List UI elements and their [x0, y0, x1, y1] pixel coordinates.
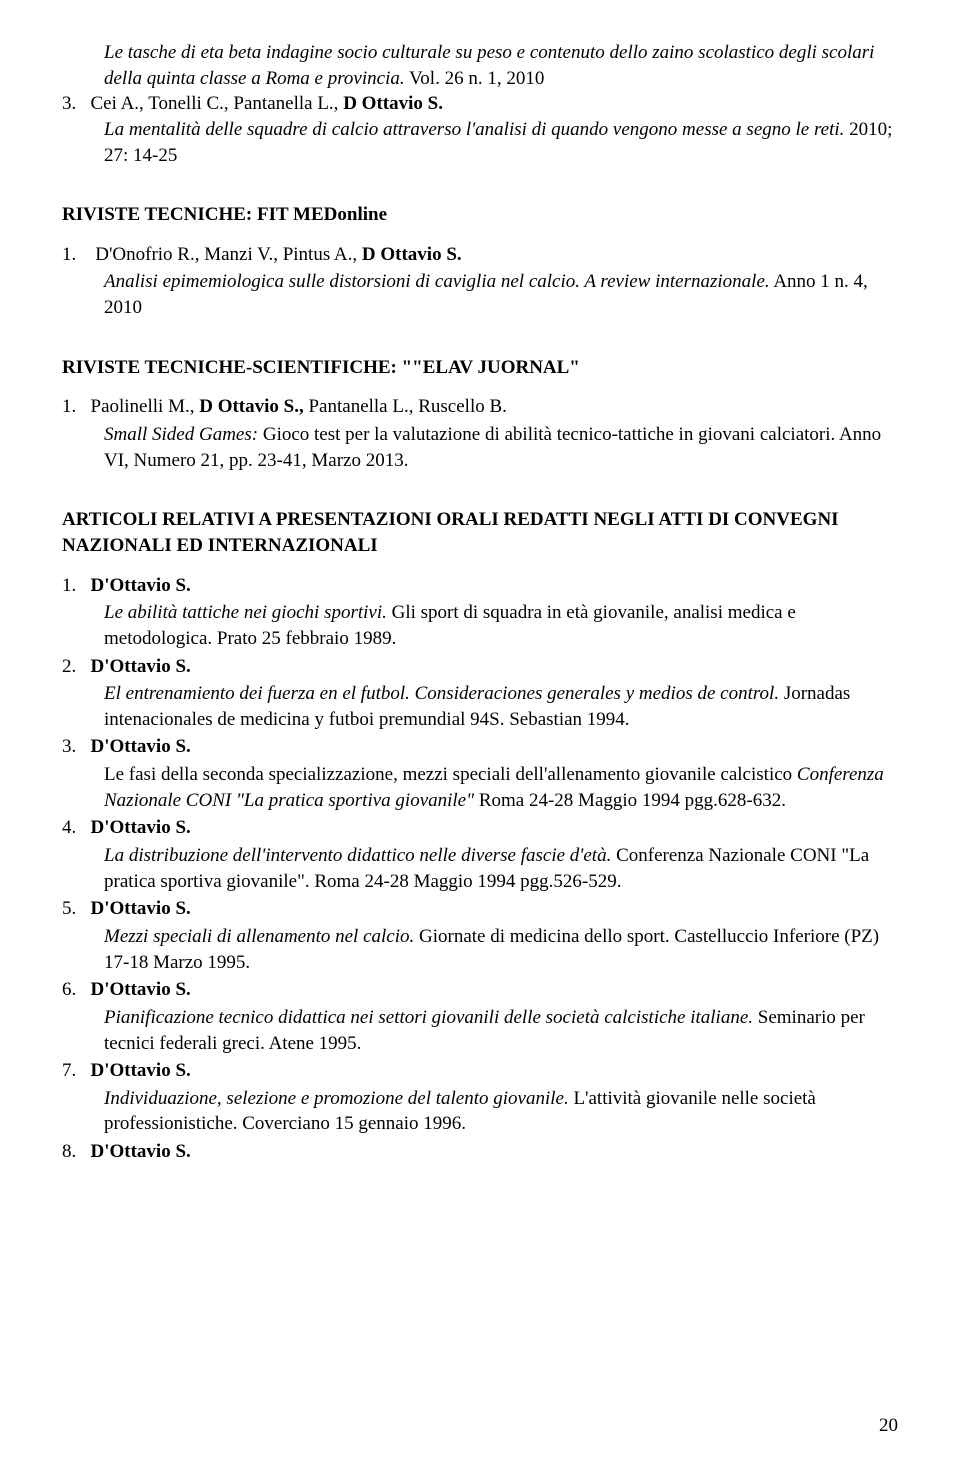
- prev-entry-continuation: Le tasche di eta beta indagine socio cul…: [62, 40, 898, 91]
- s1-entry-1-title: Analisi epimemiologica sulle distorsioni…: [104, 271, 770, 292]
- s3-entry-num: 5.: [62, 898, 76, 919]
- s1-entry-1-body: Analisi epimemiologica sulle distorsioni…: [62, 269, 898, 320]
- entry-3-num: 3.: [62, 93, 76, 114]
- s3-entry: 1. D'Ottavio S.: [62, 573, 898, 599]
- s3-entry-body: Le abilità tattiche nei giochi sportivi.…: [62, 600, 898, 651]
- s3-entry-body: Le fasi della seconda specializzazione, …: [62, 762, 898, 813]
- page-number: 20: [879, 1413, 898, 1439]
- section1-heading: RIVISTE TECNICHE: FIT MEDonline: [62, 202, 898, 228]
- s3-entry-title: Pianificazione tecnico didattica nei set…: [104, 1007, 753, 1028]
- s2-entry-1-num: 1.: [62, 396, 76, 417]
- s3-entry-bold: D'Ottavio S.: [91, 979, 191, 1000]
- s2-entry-1: 1. Paolinelli M., D Ottavio S., Pantanel…: [62, 394, 898, 420]
- section2-heading: RIVISTE TECNICHE-SCIENTIFICHE: ""ELAV JU…: [62, 355, 898, 381]
- s3-entry-body: El entrenamiento dei fuerza en el futbol…: [62, 681, 898, 732]
- s3-entry-num: 8.: [62, 1141, 76, 1162]
- s3-entry-num: 7.: [62, 1060, 76, 1081]
- s2-entry-1-title: Small Sided Games:: [104, 424, 258, 445]
- s3-entry: 8. D'Ottavio S.: [62, 1139, 898, 1165]
- s1-entry-1-authors: D'Onofrio R., Manzi V., Pintus A.,: [95, 244, 362, 265]
- section3-heading: ARTICOLI RELATIVI A PRESENTAZIONI ORALI …: [62, 507, 898, 558]
- s3-entry-num: 1.: [62, 575, 76, 596]
- s3-entry-num: 4.: [62, 817, 76, 838]
- s3-entry: 6. D'Ottavio S.: [62, 977, 898, 1003]
- s3-entry-title: El entrenamiento dei fuerza en el futbol…: [104, 683, 779, 704]
- entry-3-body: La mentalità delle squadre di calcio att…: [62, 117, 898, 168]
- s2-entry-1-bold: D Ottavio S.,: [199, 396, 304, 417]
- section3-list: 1. D'Ottavio S.Le abilità tattiche nei g…: [62, 573, 898, 1165]
- s3-entry-num: 3.: [62, 736, 76, 757]
- s3-entry-body: Mezzi speciali di allenamento nel calcio…: [62, 924, 898, 975]
- s3-entry-title: Mezzi speciali di allenamento nel calcio…: [104, 926, 414, 947]
- s3-entry-body: La distribuzione dell'intervento didatti…: [62, 843, 898, 894]
- s1-entry-1-bold: D Ottavio S.: [362, 244, 462, 265]
- s3-entry-body: Pianificazione tecnico didattica nei set…: [62, 1005, 898, 1056]
- entry-3-bold: D Ottavio S.: [343, 93, 443, 114]
- s3-entry-bold: D'Ottavio S.: [91, 1060, 191, 1081]
- s3-entry: 2. D'Ottavio S.: [62, 654, 898, 680]
- s3-entry-bold: D'Ottavio S.: [91, 575, 191, 596]
- s3-entry: 3. D'Ottavio S.: [62, 734, 898, 760]
- s3-entry-num: 6.: [62, 979, 76, 1000]
- s1-entry-1-num: 1.: [62, 244, 76, 265]
- s3-entry: 5. D'Ottavio S.: [62, 896, 898, 922]
- s2-entry-1-body: Small Sided Games: Gioco test per la val…: [62, 422, 898, 473]
- s3-entry-title: La distribuzione dell'intervento didatti…: [104, 845, 611, 866]
- s3-entry-bold: D'Ottavio S.: [91, 817, 191, 838]
- entry-3-authors: Cei A., Tonelli C., Pantanella L.,: [91, 93, 344, 114]
- s3-entry: 7. D'Ottavio S.: [62, 1058, 898, 1084]
- s3-entry-body: Individuazione, selezione e promozione d…: [62, 1086, 898, 1137]
- s3-entry-bold: D'Ottavio S.: [91, 656, 191, 677]
- s3-entry-bold: D'Ottavio S.: [91, 736, 191, 757]
- s3-entry-title: Individuazione, selezione e promozione d…: [104, 1088, 569, 1109]
- prev-entry-vol: Vol. 26 n. 1, 2010: [405, 68, 545, 89]
- s2-entry-1-authors-pre: Paolinelli M.,: [91, 396, 200, 417]
- s3-entry: 4. D'Ottavio S.: [62, 815, 898, 841]
- entry-3: 3. Cei A., Tonelli C., Pantanella L., D …: [62, 91, 898, 117]
- s3-entry-pre: Le fasi della seconda specializzazione, …: [104, 764, 797, 785]
- s3-entry-title: Le abilità tattiche nei giochi sportivi.: [104, 602, 387, 623]
- s2-entry-1-authors-post: Pantanella L., Ruscello B.: [304, 396, 507, 417]
- s3-entry-bold: D'Ottavio S.: [91, 898, 191, 919]
- entry-3-title: La mentalità delle squadre di calcio att…: [104, 119, 844, 140]
- s3-entry-bold: D'Ottavio S.: [91, 1141, 191, 1162]
- s3-entry-num: 2.: [62, 656, 76, 677]
- s1-entry-1: 1. D'Onofrio R., Manzi V., Pintus A., D …: [62, 242, 898, 268]
- s3-entry-rest: Roma 24-28 Maggio 1994 pgg.628-632.: [474, 790, 786, 811]
